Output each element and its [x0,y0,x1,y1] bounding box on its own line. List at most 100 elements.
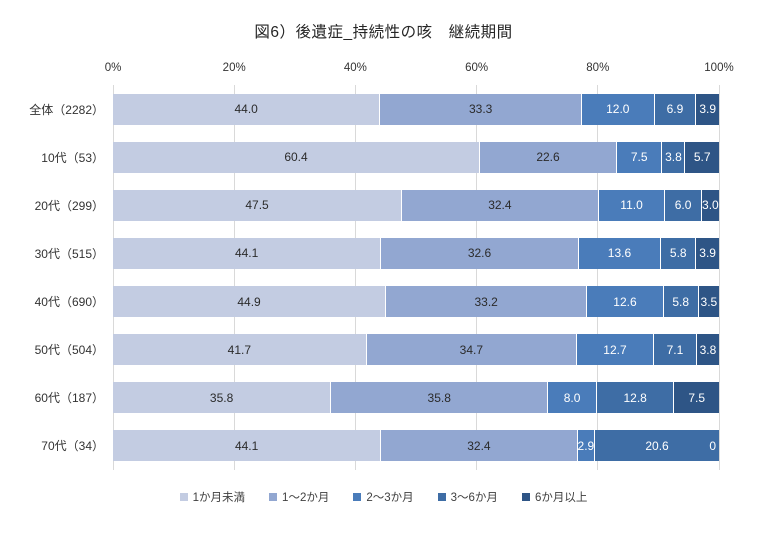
bar-segment: 35.8 [330,382,548,414]
stacked-bar: 60.4 22.6 7.5 3.8 5.7 [113,141,719,173]
bar-segment-label: 13.6 [607,246,632,261]
bar-segment: 12.7 [575,334,653,366]
gridline [597,85,599,470]
bar-segment: 12.0 [580,93,654,125]
category-label: 全体（2282） [29,102,104,117]
bar-segment-label: 7.5 [630,150,648,165]
x-axis-tick-label: 80% [586,62,610,74]
category-label: 10代（53） [41,150,104,165]
legend-label: 1か月未満 [192,492,246,504]
bar-segment: 6.0 [664,189,701,221]
stacked-bar: 41.7 34.7 12.7 7.1 3.8 [113,334,719,366]
bar-segment-label: 47.5 [245,198,269,213]
category-axis: 全体（2282） 10代（53） 20代（299） 30代（515） 40代（690） 5… [0,85,104,470]
bar-segment-label: 44.9 [237,294,261,309]
bar-segment-label: 44.1 [234,438,259,453]
bar-segment: 22.6 [479,141,616,173]
bar-segment-label: 6.0 [674,198,692,213]
bar-segment: 32.4 [380,430,577,462]
legend-item: 1～2か月 [269,489,329,505]
bar-segment-label: 60.4 [284,150,308,165]
legend-item: 6か月以上 [521,489,588,505]
bar-rows: 44.0 33.3 12.0 6.9 3.9 60.4 22.6 7.5 3.8 5.7 47.5 3… [113,85,719,470]
bar-segment-label: 7.1 [666,342,684,357]
bar-segment-label: 3.8 [665,150,682,165]
bar-segment: 33.2 [385,286,587,318]
bar-segment: 20.6 [594,430,719,462]
legend-color-swatch [179,493,188,501]
legend-color-swatch [437,493,446,501]
x-axis-tick-label: 0% [104,62,122,74]
gridline [233,85,235,470]
legend-color-swatch [269,493,278,501]
bar-segment-label: 32.4 [467,438,491,453]
x-axis-tick-label: 20% [222,62,246,74]
legend-item: 3～6か月 [437,489,498,505]
stacked-bar: 44.1 32.6 13.6 5.8 3.9 [113,237,719,269]
bar-segment-label: 3.8 [699,342,717,357]
stacked-bar: 47.5 32.4 11.0 6.0 3.0 [113,189,719,221]
bar-segment: 3.9 [695,237,719,269]
plot-area: 44.0 33.3 12.0 6.9 3.9 60.4 22.6 7.5 3.8 5.7 47.5 3… [112,85,720,470]
gridline [476,85,478,470]
bar-segment: 12.6 [586,286,663,318]
bar-segment-label: 20.6 [645,438,669,453]
bar-segment-label: 33.2 [474,294,498,309]
legend-item: 2～3か月 [353,489,414,505]
bar-segment-label: 3.0 [702,198,719,213]
bar-segment: 7.5 [673,382,719,414]
bar-segment: 32.6 [380,237,578,269]
legend-label: 3～6か月 [450,492,498,504]
bar-row: 44.1 32.4 2.9 20.6 0 [113,422,719,470]
legend-label: 6か月以上 [534,492,588,504]
legend: 1か月未満 1～2か月 2～3か月 3～6か月 6か月以上 [0,489,767,505]
bar-segment: 6.9 [653,93,696,125]
bar-segment-label: 12.7 [603,342,627,357]
bar-segment: 7.1 [652,334,696,366]
bar-segment: 12.8 [595,382,674,414]
bar-segment: 44.9 [113,286,386,318]
bar-row: 47.5 32.4 11.0 6.0 3.0 [113,181,719,229]
bar-segment-label: 32.6 [467,246,492,261]
stacked-bar: 44.0 33.3 12.0 6.9 3.9 [113,93,719,125]
gridline [718,85,720,470]
bar-segment-label: 11.0 [620,198,643,213]
bar-segment-label: 12.6 [613,294,637,309]
bar-row: 41.7 34.7 12.7 7.1 3.8 [113,326,719,374]
legend-color-swatch [353,493,362,501]
chart-title: 図6）後遺症_持続性の咳 継続期間 [254,24,513,41]
bar-segment-label: 8.0 [563,390,581,405]
x-axis-tick-label: 40% [343,62,367,74]
bar-segment-label: 3.9 [699,246,716,261]
bar-segment: 33.3 [379,93,581,125]
bar-segment-label: 12.8 [623,390,647,405]
bar-segment: 3.8 [695,334,719,366]
bar-row: 44.9 33.2 12.6 5.8 3.5 [113,278,719,326]
bar-row: 44.0 33.3 12.0 6.9 3.9 [113,85,719,133]
bar-segment: 13.6 [577,237,661,269]
bar-segment: 2.9 [576,430,594,462]
legend-label: 1～2か月 [282,492,330,504]
bar-segment-label: 7.5 [688,390,706,405]
bar-segment: 41.7 [113,334,366,366]
bar-segment: 5.8 [662,286,698,318]
bar-segment: 3.8 [661,141,685,173]
bar-row: 60.4 22.6 7.5 3.8 5.7 [113,133,719,181]
bar-segment: 44.1 [113,237,381,269]
bar-segment-label: 5.8 [669,246,687,261]
bar-segment-label: 5.8 [672,294,690,309]
bar-segment: 3.5 [697,286,719,318]
bar-segment: 44.1 [113,430,381,462]
bar-segment-label: 5.7 [693,150,711,165]
bar-segment: 8.0 [547,382,596,414]
gridline [112,85,114,470]
bar-row: 35.8 35.8 8.0 12.8 7.5 [113,374,719,422]
gridline [354,85,356,470]
legend-label: 2～3か月 [366,492,414,504]
bar-segment: 35.8 [113,382,331,414]
stacked-bar: 44.9 33.2 12.6 5.8 3.5 [113,286,719,318]
bar-segment: 47.5 [113,189,402,221]
bar-segment: 34.7 [365,334,576,366]
bar-segment: 7.5 [615,141,662,173]
